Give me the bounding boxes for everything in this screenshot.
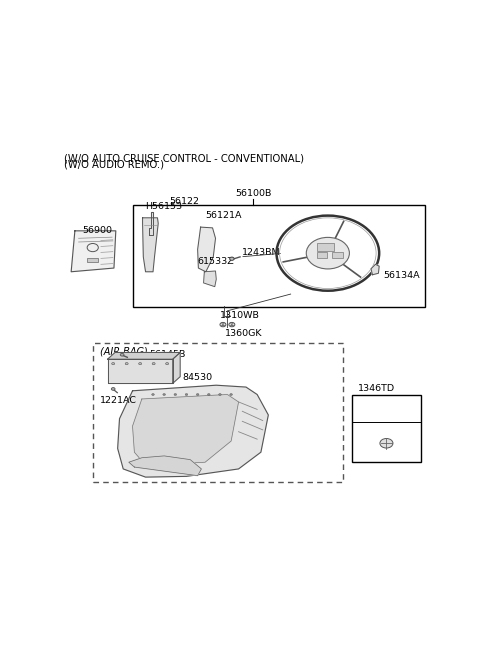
Ellipse shape: [229, 322, 235, 327]
Ellipse shape: [219, 394, 221, 396]
Text: 56121A: 56121A: [205, 211, 241, 220]
Ellipse shape: [207, 394, 210, 396]
Polygon shape: [198, 227, 216, 272]
Text: 1310WB: 1310WB: [220, 311, 260, 320]
Polygon shape: [118, 385, 268, 477]
Polygon shape: [71, 231, 116, 272]
Ellipse shape: [185, 394, 188, 396]
Text: (W/O AUTO CRUISE CONTROL - CONVENTIONAL): (W/O AUTO CRUISE CONTROL - CONVENTIONAL): [64, 154, 304, 163]
Bar: [332, 252, 343, 258]
Text: 56122: 56122: [170, 197, 200, 206]
Polygon shape: [173, 352, 180, 383]
Polygon shape: [149, 213, 153, 235]
Ellipse shape: [139, 363, 142, 365]
Bar: [317, 243, 334, 251]
Text: 1243BM: 1243BM: [242, 248, 281, 257]
Text: 61533Z: 61533Z: [198, 257, 234, 266]
Ellipse shape: [152, 394, 154, 396]
Text: 1360GK: 1360GK: [225, 329, 262, 338]
Text: 1346TD: 1346TD: [358, 384, 395, 393]
Polygon shape: [108, 359, 173, 383]
Polygon shape: [204, 271, 216, 287]
Ellipse shape: [111, 388, 115, 390]
Text: 56100B: 56100B: [235, 189, 272, 198]
Ellipse shape: [380, 438, 393, 448]
Text: (AIR BAG): (AIR BAG): [100, 346, 147, 356]
Bar: [352, 394, 421, 462]
Polygon shape: [108, 352, 180, 359]
Ellipse shape: [220, 322, 226, 327]
Ellipse shape: [196, 394, 199, 396]
Bar: [317, 252, 327, 258]
Bar: [87, 258, 98, 262]
Ellipse shape: [229, 257, 234, 260]
Ellipse shape: [166, 363, 168, 365]
Polygon shape: [129, 456, 202, 476]
Text: H56153: H56153: [145, 203, 182, 211]
Bar: [132, 205, 424, 307]
Text: 56134A: 56134A: [384, 271, 420, 280]
Text: 56900: 56900: [83, 226, 112, 235]
Ellipse shape: [112, 363, 115, 365]
Polygon shape: [132, 394, 239, 465]
Bar: [94, 343, 343, 482]
Polygon shape: [371, 264, 379, 275]
Text: 56145B: 56145B: [149, 350, 186, 359]
Text: 84530: 84530: [183, 373, 213, 382]
Ellipse shape: [120, 354, 124, 356]
Text: 1221AC: 1221AC: [100, 396, 137, 405]
Ellipse shape: [125, 363, 128, 365]
Ellipse shape: [306, 237, 349, 269]
Polygon shape: [143, 218, 158, 272]
Ellipse shape: [230, 394, 232, 396]
Ellipse shape: [152, 363, 155, 365]
Text: (W/O AUDIO REMO.): (W/O AUDIO REMO.): [64, 160, 165, 170]
Ellipse shape: [163, 394, 166, 396]
Ellipse shape: [174, 394, 177, 396]
